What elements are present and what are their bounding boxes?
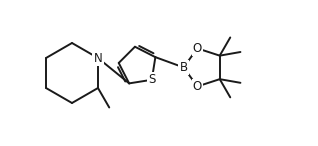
Text: O: O — [193, 80, 202, 93]
Text: O: O — [193, 42, 202, 55]
Text: B: B — [179, 61, 188, 74]
Text: S: S — [148, 73, 156, 86]
Text: N: N — [93, 52, 102, 65]
